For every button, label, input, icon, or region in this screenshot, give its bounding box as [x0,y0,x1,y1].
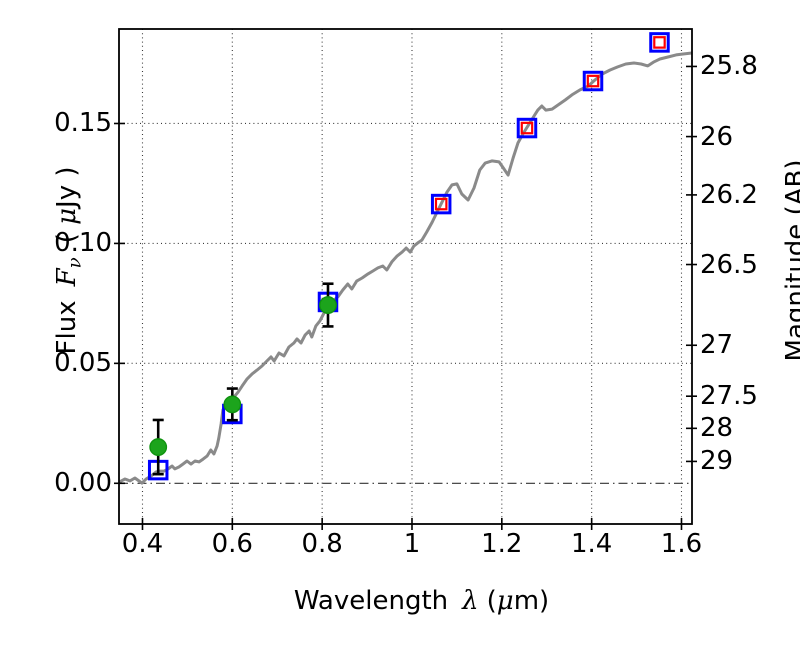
model-square-blue [516,117,538,139]
observed-point [319,296,337,314]
y-right-tick-label: 28 [700,413,734,444]
spectrum-group [119,51,692,485]
mu-symbol-left: μ [52,207,82,225]
x-axis-label: Wavelength λ (μm) [293,586,550,616]
y-right-tick-label: 26 [700,121,734,152]
sed-plot-canvas [114,28,697,530]
x-axis-label-word: Wavelength [293,586,449,616]
x-tick-label: 0.6 [211,529,253,559]
y-right-tick-label: 26.2 [700,179,758,210]
model-square-red [520,121,534,135]
observed-point [149,438,168,456]
axis-spines [118,28,693,525]
flux-F-symbol: F [52,268,82,287]
model-square-blue [649,32,670,53]
y-right-tick-label: 25.8 [700,51,758,82]
y-left-tick-label: 0.00 [54,468,112,499]
model-square-blue [430,193,452,215]
x-tick-label: 1.4 [570,529,613,559]
mu-symbol: μ [496,586,514,616]
x-tick-label: 1.2 [481,529,523,559]
y-axis-label-left: FluxFν( μJy ) [52,166,86,355]
x-tick-label: 1 [403,529,421,559]
spectrum-curve [119,51,692,485]
y-right-tick-label: 27.5 [700,381,758,412]
x-tick-label: 0.8 [301,529,343,559]
lambda-symbol: λ [462,586,479,616]
nu-subscript: ν [64,257,86,269]
y-right-tick-label: 26.5 [700,249,758,280]
model-square-red [434,197,448,211]
y-left-tick-label: 0.05 [54,348,112,379]
x-tick-label: 0.4 [121,529,164,559]
x-tick-label: 1.6 [660,529,703,559]
y-left-tick-label: 0.10 [54,228,112,259]
flux-label-word: Flux [52,300,82,355]
observed-point [223,395,242,414]
sed-figure: Wavelength λ (μm) FluxFν( μJy ) Magnitude … [52,28,800,616]
model-square-red [653,36,666,49]
y-right-tick-label: 27 [700,330,734,361]
y-right-tick-label: 29 [700,446,734,477]
model-square-red [586,74,600,88]
model-square-blue [582,70,604,92]
y-left-tick-label: 0.15 [54,108,112,139]
